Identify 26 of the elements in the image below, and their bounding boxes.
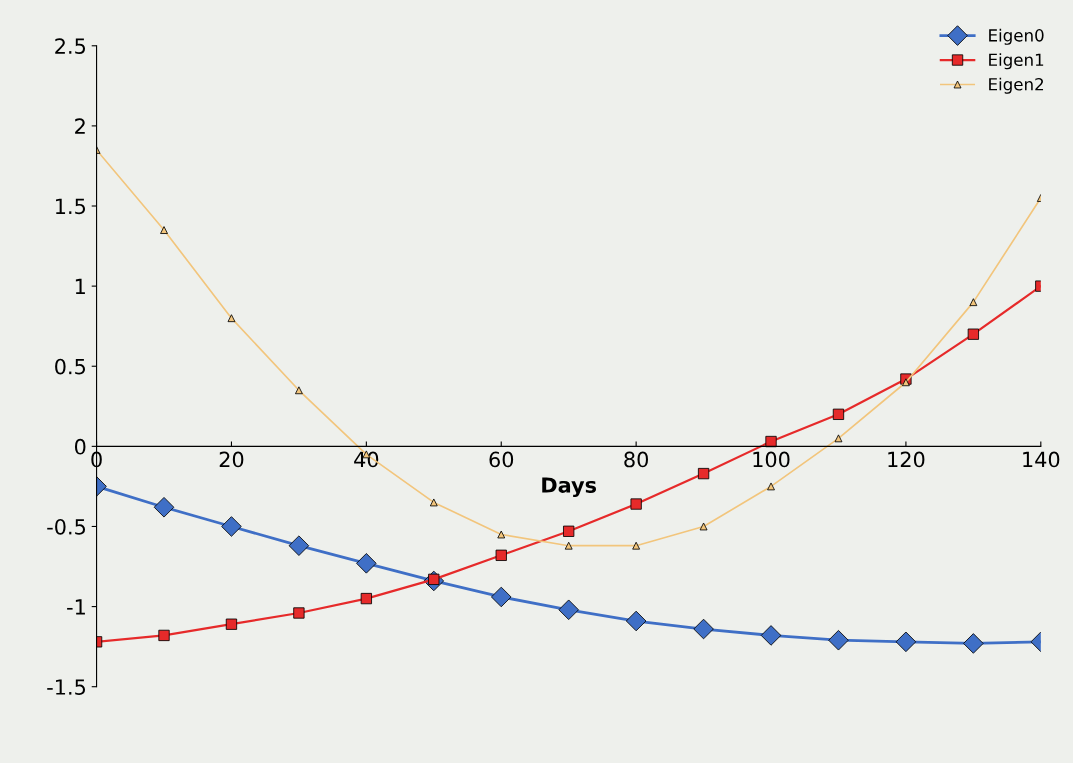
x-tick-label: 120 (888, 451, 925, 468)
y-tick-label: 0 (74, 438, 86, 455)
x-tick-label: 60 (489, 451, 514, 468)
legend-label: Eigen2 (989, 77, 1044, 94)
y-tick-label: -0.5 (47, 518, 86, 535)
y-tick-label: 2.5 (55, 38, 86, 54)
x-tick-label: 40 (354, 451, 379, 468)
x-axis-title: Days (542, 477, 597, 498)
point (360, 592, 372, 605)
point (697, 467, 710, 480)
legend-label: Eigen1 (989, 53, 1044, 70)
x-tick-label: 20 (219, 451, 244, 468)
point (491, 586, 512, 608)
y-tick-label: -1 (67, 599, 85, 615)
y-tick-label: 1 (75, 278, 85, 295)
x-tick-label: 140 (1023, 451, 1060, 468)
legend-label: Eigen0 (989, 28, 1044, 45)
point (153, 497, 175, 518)
y-tick-label: 0.5 (55, 358, 86, 375)
x-tick-label: 80 (624, 451, 649, 468)
point (832, 408, 845, 420)
y-tick-label: 2 (75, 118, 85, 134)
point (288, 535, 310, 556)
y-tick-label: 1.5 (56, 198, 86, 215)
x-tick-label: 100 (753, 451, 790, 468)
y-tick-label: -1.5 (47, 679, 86, 695)
